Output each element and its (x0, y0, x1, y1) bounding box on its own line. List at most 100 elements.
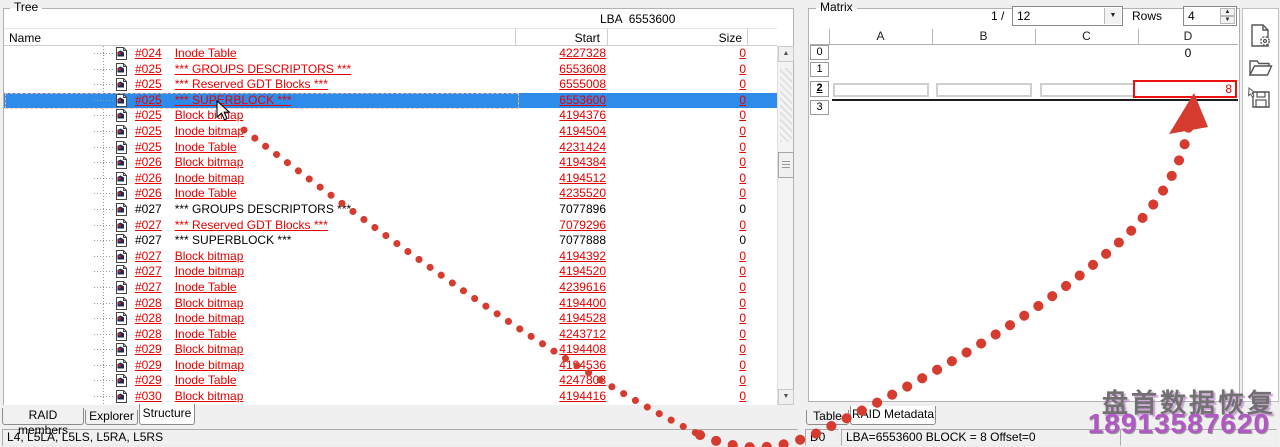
object-name[interactable]: Inode Table (174, 373, 237, 388)
size-value-link[interactable]: 0 (739, 233, 746, 248)
rows-spinner[interactable]: 4 ▲ ▼ (1183, 6, 1237, 26)
object-name[interactable]: Inode bitmap (174, 311, 245, 326)
start-value-link[interactable]: 4235520 (559, 186, 606, 201)
size-value-link[interactable]: 0 (739, 311, 746, 326)
object-name[interactable]: Block bitmap (174, 295, 244, 310)
table-row[interactable]: #027 Inode bitmap 4194520 0 (4, 264, 777, 280)
scrollbar-thumb[interactable] (778, 152, 794, 178)
table-row[interactable]: #024 Inode Table 4227328 0 (4, 46, 777, 62)
group-number[interactable]: #026 (135, 186, 162, 201)
group-number[interactable]: #024 (135, 46, 162, 60)
start-value-link[interactable]: 4194392 (559, 248, 606, 263)
object-name[interactable]: Block bitmap (174, 248, 244, 263)
group-number[interactable]: #027 (135, 248, 162, 263)
table-row[interactable]: #028 Block bitmap 4194400 0 (4, 296, 777, 312)
group-number[interactable]: #027 (135, 217, 162, 232)
table-row[interactable]: #027 Inode Table 4239616 0 (4, 280, 777, 296)
tab-table[interactable]: Table (806, 410, 849, 425)
object-name[interactable]: Inode bitmap (174, 357, 245, 372)
matrix-column-b[interactable]: B (979, 29, 988, 43)
size-value-link[interactable]: 0 (739, 92, 746, 107)
object-name[interactable]: Inode bitmap (174, 170, 245, 185)
start-value-link[interactable]: 4194512 (559, 170, 606, 185)
start-value-link[interactable]: 6555008 (559, 77, 606, 92)
start-value-link[interactable]: 4194408 (559, 342, 606, 357)
start-value-link[interactable]: 4243712 (559, 326, 606, 341)
tab-explorer[interactable]: Explorer (85, 410, 138, 425)
column-divider[interactable] (515, 29, 516, 45)
size-value-link[interactable]: 0 (739, 46, 746, 60)
table-row[interactable]: #025 Inode Table 4231424 0 (4, 140, 777, 156)
chevron-down-icon[interactable]: ▼ (1104, 8, 1121, 24)
size-value-link[interactable]: 0 (739, 248, 746, 263)
table-row[interactable]: #029 Block bitmap 4194408 0 (4, 342, 777, 358)
group-number[interactable]: #029 (135, 342, 162, 357)
matrix-input-a2[interactable] (833, 83, 929, 97)
table-row[interactable]: #027 Block bitmap 4194392 0 (4, 249, 777, 265)
object-name[interactable]: Block bitmap (174, 155, 244, 170)
table-row[interactable]: #029 Inode Table 4247808 0 (4, 373, 777, 389)
group-number[interactable]: #027 (135, 233, 162, 248)
save-icon[interactable] (1246, 84, 1274, 112)
group-number[interactable]: #028 (135, 326, 162, 341)
table-row[interactable]: #027 *** SUPERBLOCK *** 7077888 0 (4, 233, 777, 249)
object-name[interactable]: Inode bitmap (174, 264, 245, 279)
matrix-row-header-1[interactable]: 1 (810, 62, 829, 77)
column-header-start[interactable]: Start (574, 31, 600, 45)
matrix-row-header-2[interactable]: 2 (810, 81, 829, 97)
object-name[interactable]: *** SUPERBLOCK *** (174, 92, 292, 107)
group-number[interactable]: #025 (135, 92, 162, 107)
object-name[interactable]: Block bitmap (174, 342, 244, 357)
group-number[interactable]: #025 (135, 139, 162, 154)
table-row[interactable]: #027 *** Reserved GDT Blocks *** 7079296 … (4, 218, 777, 234)
object-name[interactable]: *** SUPERBLOCK *** (174, 233, 292, 248)
size-value-link[interactable]: 0 (739, 123, 746, 138)
group-number[interactable]: #027 (135, 279, 162, 294)
start-value-link[interactable]: 4227328 (559, 46, 606, 60)
table-row[interactable]: #025 *** Reserved GDT Blocks *** 6555008 … (4, 77, 777, 93)
object-name[interactable]: Inode Table (174, 279, 237, 294)
matrix-row-header-3[interactable]: 3 (810, 100, 829, 115)
table-row[interactable]: #026 Block bitmap 4194384 0 (4, 155, 777, 171)
size-value-link[interactable]: 0 (739, 373, 746, 388)
group-number[interactable]: #025 (135, 61, 162, 76)
table-row[interactable]: #028 Inode bitmap 4194528 0 (4, 311, 777, 327)
group-number[interactable]: #030 (135, 389, 162, 404)
group-number[interactable]: #026 (135, 170, 162, 185)
group-number[interactable]: #027 (135, 264, 162, 279)
group-number[interactable]: #029 (135, 373, 162, 388)
start-value-link[interactable]: 4194536 (559, 357, 606, 372)
size-value-link[interactable]: 0 (739, 108, 746, 123)
start-value-link[interactable]: 4194504 (559, 123, 606, 138)
column-divider[interactable] (607, 29, 608, 45)
start-value-link[interactable]: 4194528 (559, 311, 606, 326)
size-value-link[interactable]: 0 (739, 279, 746, 294)
table-row[interactable]: #025 Block bitmap 4194376 0 (4, 108, 777, 124)
object-name[interactable]: *** Reserved GDT Blocks *** (174, 217, 328, 232)
group-number[interactable]: #027 (135, 201, 162, 216)
object-name[interactable]: Inode Table (174, 326, 237, 341)
size-value-link[interactable]: 0 (739, 357, 746, 372)
size-value-link[interactable]: 0 (739, 139, 746, 154)
open-folder-icon[interactable] (1246, 53, 1274, 81)
object-name[interactable]: Inode bitmap (174, 123, 245, 138)
table-row[interactable]: #027 *** GROUPS DESCRIPTORS *** 7077896 0 (4, 202, 777, 218)
size-value-link[interactable]: 0 (739, 201, 746, 216)
matrix-input-d2-highlighted[interactable]: 8 (1133, 80, 1237, 98)
matrix-column-d[interactable]: D (1183, 29, 1193, 43)
matrix-column-a[interactable]: A (876, 29, 885, 43)
size-value-link[interactable]: 0 (739, 295, 746, 310)
size-value-link[interactable]: 0 (739, 326, 746, 341)
table-row[interactable]: #028 Inode Table 4243712 0 (4, 327, 777, 343)
table-row[interactable]: #029 Inode bitmap 4194536 0 (4, 358, 777, 374)
object-name[interactable]: Block bitmap (174, 108, 244, 123)
spin-up-icon[interactable]: ▲ (1220, 8, 1235, 16)
size-value-link[interactable]: 0 (739, 217, 746, 232)
start-value-link[interactable]: 7077896 (559, 201, 606, 216)
tree-scrollbar[interactable]: ▲ ▼ (777, 46, 794, 405)
object-name[interactable]: Inode Table (174, 186, 237, 201)
scroll-down-button[interactable]: ▼ (778, 389, 794, 405)
tab-raid-members[interactable]: RAID members (2, 408, 84, 437)
tab-structure[interactable]: Structure (139, 404, 195, 425)
table-row[interactable]: #025 Inode bitmap 4194504 0 (4, 124, 777, 140)
